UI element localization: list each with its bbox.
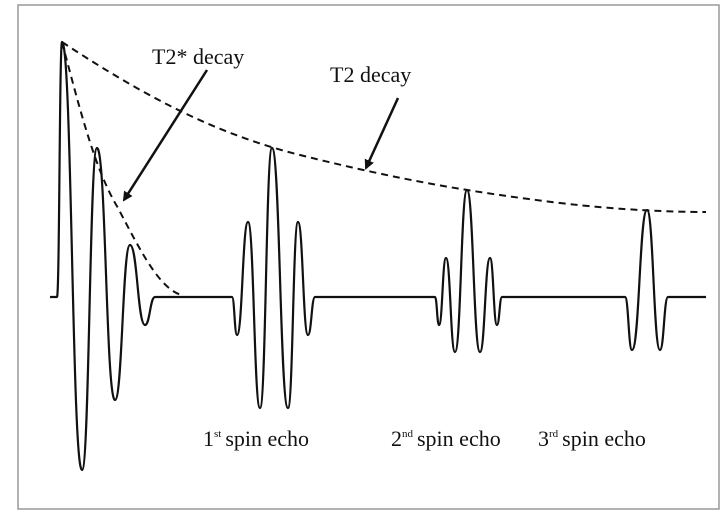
ordinal: 1 [203, 426, 214, 451]
echo-label: 3rd spin echo [538, 426, 646, 451]
t2-star-label: T2* decay [152, 44, 244, 69]
echo-text: spin echo [562, 426, 646, 451]
ordinal-suffix: st [214, 428, 221, 440]
t2-arrow [364, 97, 400, 170]
echo-text: spin echo [417, 426, 501, 451]
echo-label: 1st spin echo [203, 426, 309, 451]
t2-label: T2 decay [330, 62, 411, 87]
t2-star-envelope [61, 41, 183, 296]
ordinal: 3 [538, 426, 549, 451]
echo-label: 2nd spin echo [391, 426, 501, 451]
ordinal-suffix: nd [402, 428, 414, 440]
ordinal-suffix: rd [549, 428, 559, 440]
ordinal: 2 [391, 426, 402, 451]
t2-star-arrow [122, 69, 209, 202]
signal-waveform [50, 40, 706, 472]
echo-text: spin echo [225, 426, 309, 451]
